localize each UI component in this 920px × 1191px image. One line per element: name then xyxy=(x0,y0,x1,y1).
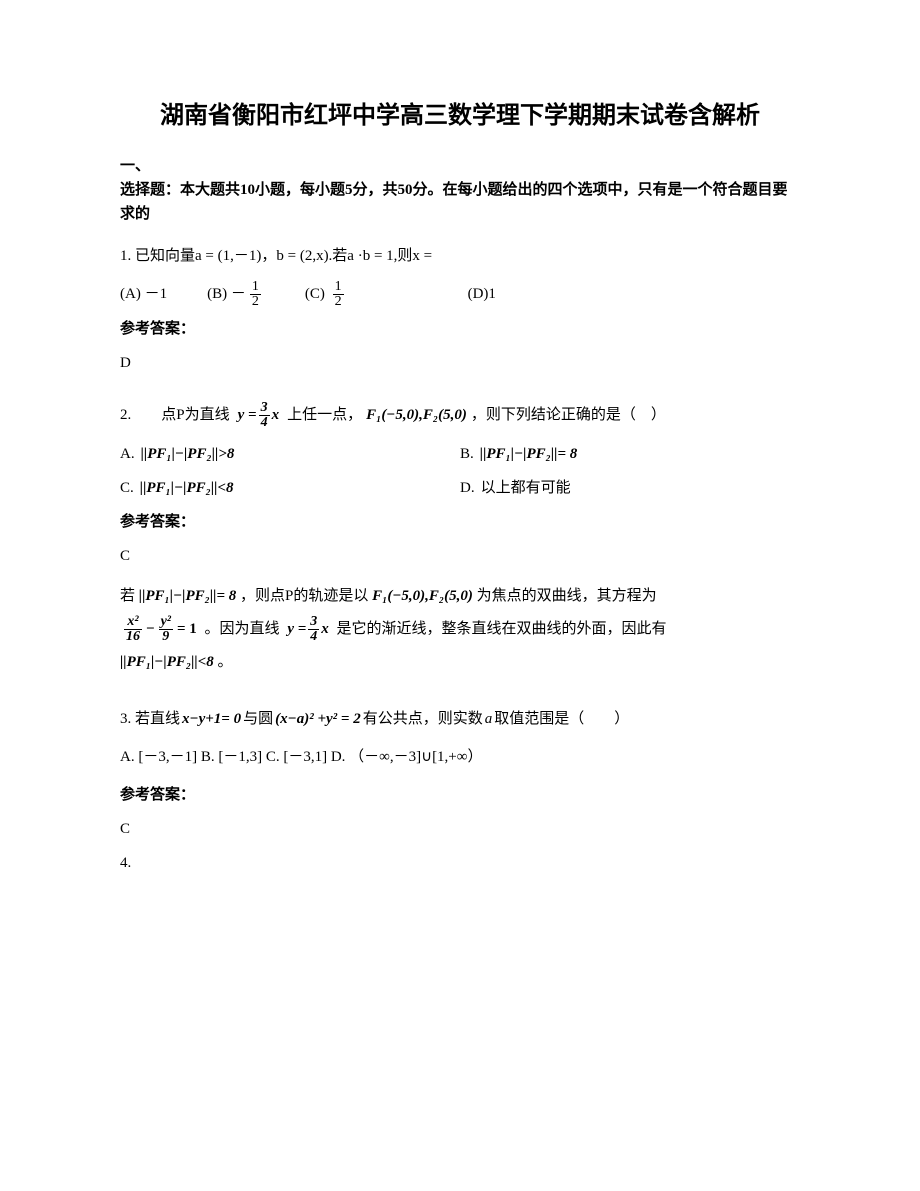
q2-answer: C xyxy=(120,544,800,568)
q1-answer-label: 参考答案： xyxy=(120,317,800,341)
q2-line-equation: y = 34 x xyxy=(238,401,279,430)
section-header: 一、 选择题：本大题共10小题，每小题5分，共50分。在每小题给出的四个选项中，… xyxy=(120,154,800,226)
q2-option-c: C. ||PF₁|−|PF₂||<8 xyxy=(120,476,460,500)
question-3: 3. 若直线 x−y+1= 0 与圆 (x−a)² +y² = 2 有公共点，则… xyxy=(120,707,800,731)
question-1: 1. 已知向量a = (1,－1)，b = (2,x).若a ·b = 1,则x… xyxy=(120,244,800,268)
q2-hyperbola-eq: x²16 − y²9 = 1 xyxy=(124,613,197,646)
question-2: 2. 点P为直线 y = 34 x 上任一点， F₁(−5,0),F₂(5,0)… xyxy=(120,401,800,430)
q3-stem-part1: 3. 若直线 xyxy=(120,707,180,731)
q1-option-a: (A) －1 xyxy=(120,282,167,306)
q2-answer-label: 参考答案： xyxy=(120,510,800,534)
q2-options: A. ||PF₁|−|PF₂||>8 B. ||PF₁|−|PF₂||= 8 C… xyxy=(120,442,800,500)
q2-option-b: B. ||PF₁|−|PF₂||= 8 xyxy=(460,442,800,466)
q2-stem-part3: ，则下列结论正确的是（ ） xyxy=(471,403,666,427)
q3-options: A. [－3,－1] B. [－1,3] C. [－3,1] D. （－∞,－3… xyxy=(120,745,800,769)
q3-circle-eq: (x−a)² +y² = 2 xyxy=(275,707,361,731)
q3-answer-label: 参考答案： xyxy=(120,783,800,807)
q1-stem: 1. 已知向量a = (1,－1)，b = (2,x).若a ·b = 1,则x… xyxy=(120,248,432,264)
q1-options: (A) －1 (B) －12 (C) 12 (D)1 xyxy=(120,280,800,309)
q1-option-c: (C) 12 xyxy=(305,280,348,309)
document-title: 湖南省衡阳市红坪中学高三数学理下学期期末试卷含解析 xyxy=(120,100,800,134)
question-4: 4. xyxy=(120,851,800,875)
q3-stem-part2: 与圆 xyxy=(243,707,273,731)
q1-option-d: (D)1 xyxy=(468,282,496,306)
q2-explanation: 若 ||PF₁|−|PF₂||= 8 ，则点P的轨迹是以 F₁(−5,0),F₂… xyxy=(120,580,800,679)
q3-answer: C xyxy=(120,817,800,841)
q3-stem-part3: 有公共点，则实数 xyxy=(363,707,483,731)
q1-answer: D xyxy=(120,351,800,375)
q2-option-d: D. 以上都有可能 xyxy=(460,476,800,500)
q2-option-a: A. ||PF₁|−|PF₂||>8 xyxy=(120,442,460,466)
q2-stem-part1: 2. 点P为直线 xyxy=(120,403,230,427)
q3-line-eq: x−y+1= 0 xyxy=(182,707,241,731)
q2-stem-part2: 上任一点， xyxy=(287,403,362,427)
q2-foci: F₁(−5,0),F₂(5,0) xyxy=(366,403,467,427)
q1-option-b: (B) －12 xyxy=(207,280,265,309)
